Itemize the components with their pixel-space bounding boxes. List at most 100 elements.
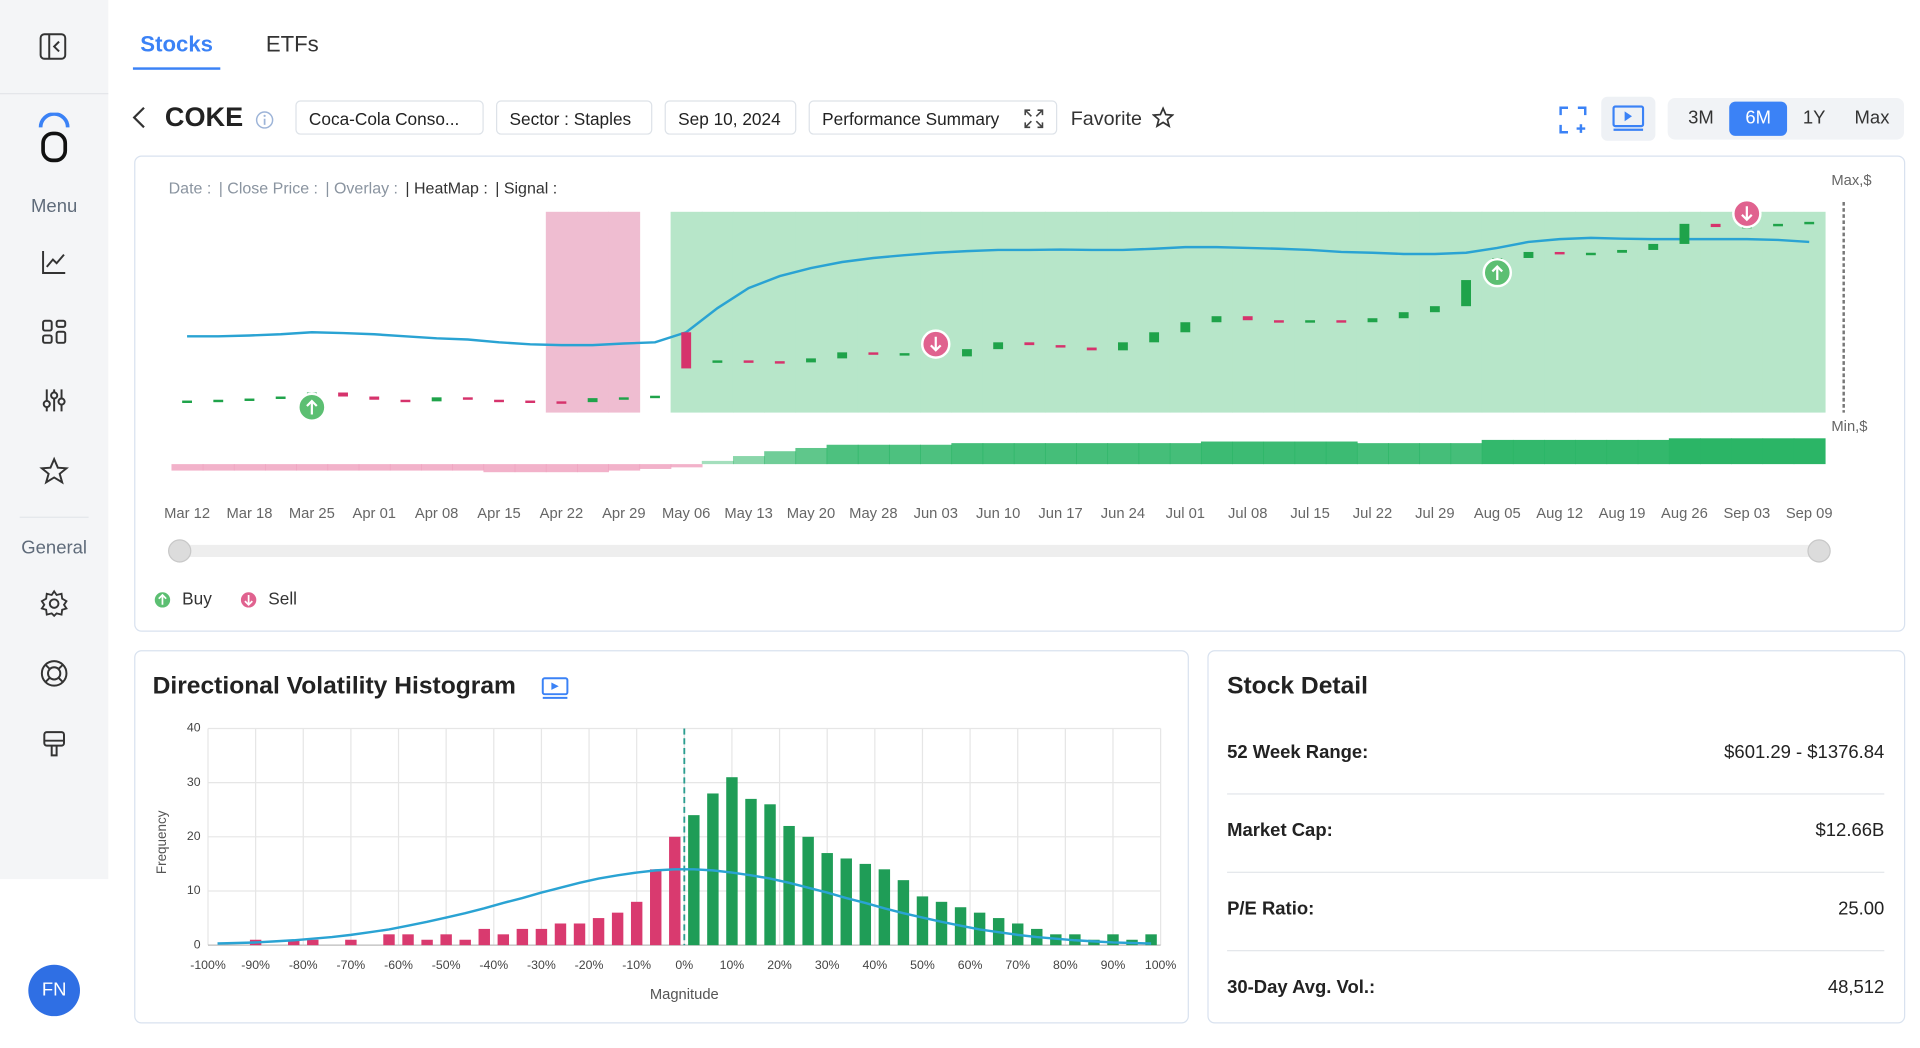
momentum-bar <box>233 464 266 471</box>
candle <box>587 398 598 403</box>
tab[interactable]: ETFs <box>265 31 319 57</box>
signal-arrow <box>1491 264 1503 281</box>
favorite-label: Favorite <box>1070 108 1142 130</box>
x-axis-label: Magnitude <box>650 987 719 1003</box>
momentum-bar <box>1419 443 1452 465</box>
heatmap-cell <box>577 211 609 413</box>
detail-row: 52 Week Range: $601.29 - $1376.84 <box>1227 742 1884 763</box>
chart-icon[interactable] <box>41 249 68 276</box>
collapse-icon[interactable] <box>38 32 68 61</box>
momentum-bar <box>608 464 641 471</box>
x-tick-label: Aug 12 <box>1536 506 1583 522</box>
tab[interactable]: Stocks <box>140 31 213 57</box>
candle <box>1429 306 1440 313</box>
section-label: General <box>21 537 87 559</box>
settings-icon[interactable] <box>39 589 69 618</box>
x-tick-label: Jul 01 <box>1166 506 1205 522</box>
avatar[interactable]: FN <box>28 964 80 1017</box>
range-option[interactable]: Max <box>1854 107 1890 129</box>
momentum-bar <box>1325 441 1358 465</box>
x-tick-label: May 28 <box>849 506 897 522</box>
histogram-bar <box>611 912 624 946</box>
detail-row: P/E Ratio: 25.00 <box>1227 899 1884 920</box>
heatmap-cell <box>1481 211 1514 413</box>
candle <box>1773 223 1783 227</box>
star-icon[interactable] <box>39 456 69 486</box>
histogram-bar <box>745 798 757 946</box>
fullscreen-icon[interactable] <box>1558 105 1588 134</box>
signal-arrow <box>930 336 942 352</box>
tab-underline <box>132 67 221 70</box>
x-tick-label: Mar 25 <box>289 506 335 522</box>
filter-icon[interactable] <box>41 387 68 414</box>
heatmap-cell <box>1200 211 1233 413</box>
candle <box>494 399 504 403</box>
slider-handle[interactable] <box>167 539 192 563</box>
candle <box>1024 342 1035 346</box>
histogram-title: Directional Volatility Histogram <box>153 672 516 699</box>
heatmap-cell <box>857 211 890 413</box>
x-tick-label: Jul 29 <box>1415 506 1454 522</box>
info-icon[interactable] <box>255 110 275 130</box>
play-button[interactable] <box>1601 96 1656 141</box>
fit-line <box>217 868 1152 945</box>
x-tick-label: -60% <box>384 958 413 972</box>
detail-label: P/E Ratio: <box>1227 898 1315 920</box>
candle <box>400 399 411 403</box>
x-tick-label: Apr 22 <box>540 506 583 522</box>
heatmap-cell <box>795 211 828 413</box>
x-tick-label: 50% <box>910 958 935 972</box>
x-tick-label: Jun 17 <box>1038 506 1082 522</box>
momentum-bar <box>920 444 953 465</box>
heatmap-cell <box>1637 211 1670 413</box>
candle <box>244 398 255 401</box>
separator <box>0 93 109 95</box>
candle <box>962 349 972 357</box>
histogram-bar <box>440 934 452 946</box>
detail-row: Market Cap: $12.66B <box>1227 820 1884 841</box>
heatmap-cell <box>888 211 921 413</box>
heatmap-cell <box>1325 211 1358 413</box>
grid-icon[interactable] <box>41 318 68 345</box>
heatmap-cell <box>1013 211 1046 413</box>
y-tick-label: 40 <box>187 721 201 735</box>
range-option[interactable]: 3M <box>1688 107 1714 129</box>
histogram-bar <box>1145 934 1157 946</box>
y-tick-label: 0 <box>194 937 201 951</box>
range-option[interactable]: 1Y <box>1802 107 1826 129</box>
candle <box>1398 312 1409 319</box>
back-icon[interactable] <box>130 105 147 129</box>
histogram-bar <box>516 928 529 946</box>
x-tick-label: Jun 03 <box>914 506 958 522</box>
heatmap-cell <box>982 211 1015 413</box>
momentum-bar <box>1512 439 1545 465</box>
candle <box>1211 316 1222 323</box>
slider-handle[interactable] <box>1807 539 1831 563</box>
support-icon[interactable] <box>39 659 69 688</box>
date-chip[interactable]: Sep 10, 2024 <box>664 100 797 135</box>
momentum-bar <box>171 464 204 471</box>
x-tick-label: 10% <box>720 958 745 972</box>
candle <box>712 360 723 363</box>
candle <box>182 400 192 403</box>
heatmap-cell <box>951 211 984 413</box>
company-chip[interactable]: Coca-Cola Conso... <box>295 100 484 135</box>
heatmap-cell <box>1076 211 1109 413</box>
y-axis-label: Frequency <box>154 810 169 874</box>
histogram-bar <box>916 896 929 946</box>
candle <box>1523 251 1534 258</box>
video-icon[interactable] <box>541 677 569 699</box>
detail-label: Market Cap: <box>1227 820 1333 842</box>
heatmap-cell <box>1044 211 1077 413</box>
range-option[interactable]: 6M <box>1729 101 1788 136</box>
brush-icon[interactable] <box>41 730 68 759</box>
momentum-bar <box>1013 443 1046 465</box>
separator <box>19 516 89 518</box>
separator <box>1227 871 1885 873</box>
favorite[interactable]: Favorite <box>1070 106 1176 131</box>
candle <box>1367 318 1378 323</box>
summary-chip[interactable]: Performance Summary <box>808 100 1058 135</box>
x-tick-label: 40% <box>863 958 888 972</box>
x-tick-label: Mar 18 <box>227 506 273 522</box>
sector-chip[interactable]: Sector : Staples <box>495 100 653 135</box>
